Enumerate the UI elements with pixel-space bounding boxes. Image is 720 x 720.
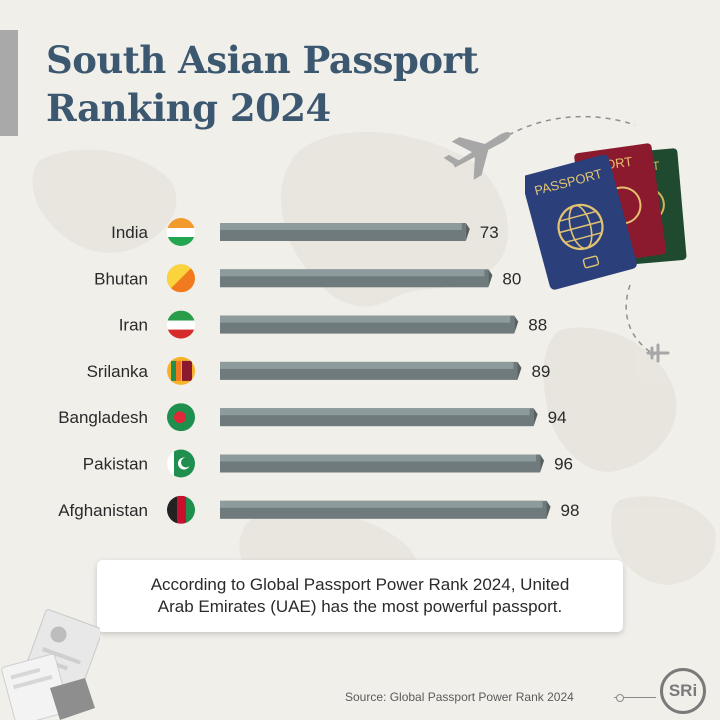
- bar-tip: [465, 223, 470, 241]
- bar-tip: [540, 454, 545, 473]
- note-line-1: According to Global Passport Power Rank …: [150, 575, 570, 594]
- category-label: Iran: [119, 316, 148, 335]
- data-label: 94: [548, 408, 567, 427]
- bar-highlight: [220, 269, 485, 277]
- pakistan-flag-icon: [167, 449, 195, 478]
- title-line-2: Ranking 2024: [46, 86, 331, 130]
- bar-tip: [514, 315, 519, 334]
- bar-highlight: [220, 315, 511, 323]
- category-label: Pakistan: [83, 455, 148, 474]
- note-line-2: Arab Emirates (UAE) has the most powerfu…: [157, 597, 563, 616]
- info-note-card: According to Global Passport Power Rank …: [97, 560, 623, 632]
- bar-highlight: [220, 500, 543, 508]
- title-line-1: South Asian Passport: [46, 38, 479, 82]
- data-label: 89: [531, 362, 550, 381]
- afghanistan-flag-icon: [167, 495, 195, 524]
- category-label: Bangladesh: [58, 408, 148, 427]
- small-plane-icon: [646, 343, 670, 363]
- category-label: Bhutan: [94, 269, 148, 288]
- source-divider-dot: [616, 694, 624, 702]
- bhutan-flag-icon: [167, 264, 195, 293]
- sri-logo: SRi: [660, 668, 706, 714]
- category-label: Srilanka: [87, 362, 149, 381]
- bar-highlight: [220, 361, 514, 369]
- flight-route-decoration: [443, 115, 670, 363]
- bangladesh-flag-icon: [167, 403, 195, 432]
- india-flag-icon: [167, 218, 195, 246]
- passport-ranking-bar-chart: India 73 Bhutan 80 Iran 88 Srilanka 89 Banglades…: [58, 218, 580, 524]
- title-accent-bar: [0, 30, 18, 136]
- data-label: 98: [561, 501, 580, 520]
- bar-highlight: [220, 223, 462, 230]
- documents-illustration: [1, 609, 100, 720]
- category-label: India: [111, 223, 148, 242]
- bar-tip: [517, 361, 522, 380]
- passports-illustration: ORT PORT PASSPORT: [525, 143, 687, 290]
- source-caption: Source: Global Passport Power Rank 2024: [345, 690, 574, 704]
- srilanka-flag-icon: [167, 356, 195, 385]
- iran-flag-icon: [167, 310, 195, 339]
- page-title: South Asian Passport Ranking 2024: [46, 36, 506, 132]
- bar-highlight: [220, 454, 537, 462]
- bar-tip: [533, 408, 538, 427]
- source-divider: [614, 697, 656, 698]
- data-label: 88: [528, 316, 547, 335]
- bar-tip: [546, 500, 551, 519]
- bar-highlight: [220, 408, 530, 416]
- data-label: 96: [554, 455, 573, 474]
- bar-tip: [488, 269, 493, 288]
- data-label: 80: [502, 269, 521, 288]
- data-label: 73: [480, 223, 499, 242]
- blue-passport-icon: PASSPORT: [525, 154, 637, 290]
- airplane-icon: [443, 132, 511, 180]
- category-label: Afghanistan: [58, 501, 148, 520]
